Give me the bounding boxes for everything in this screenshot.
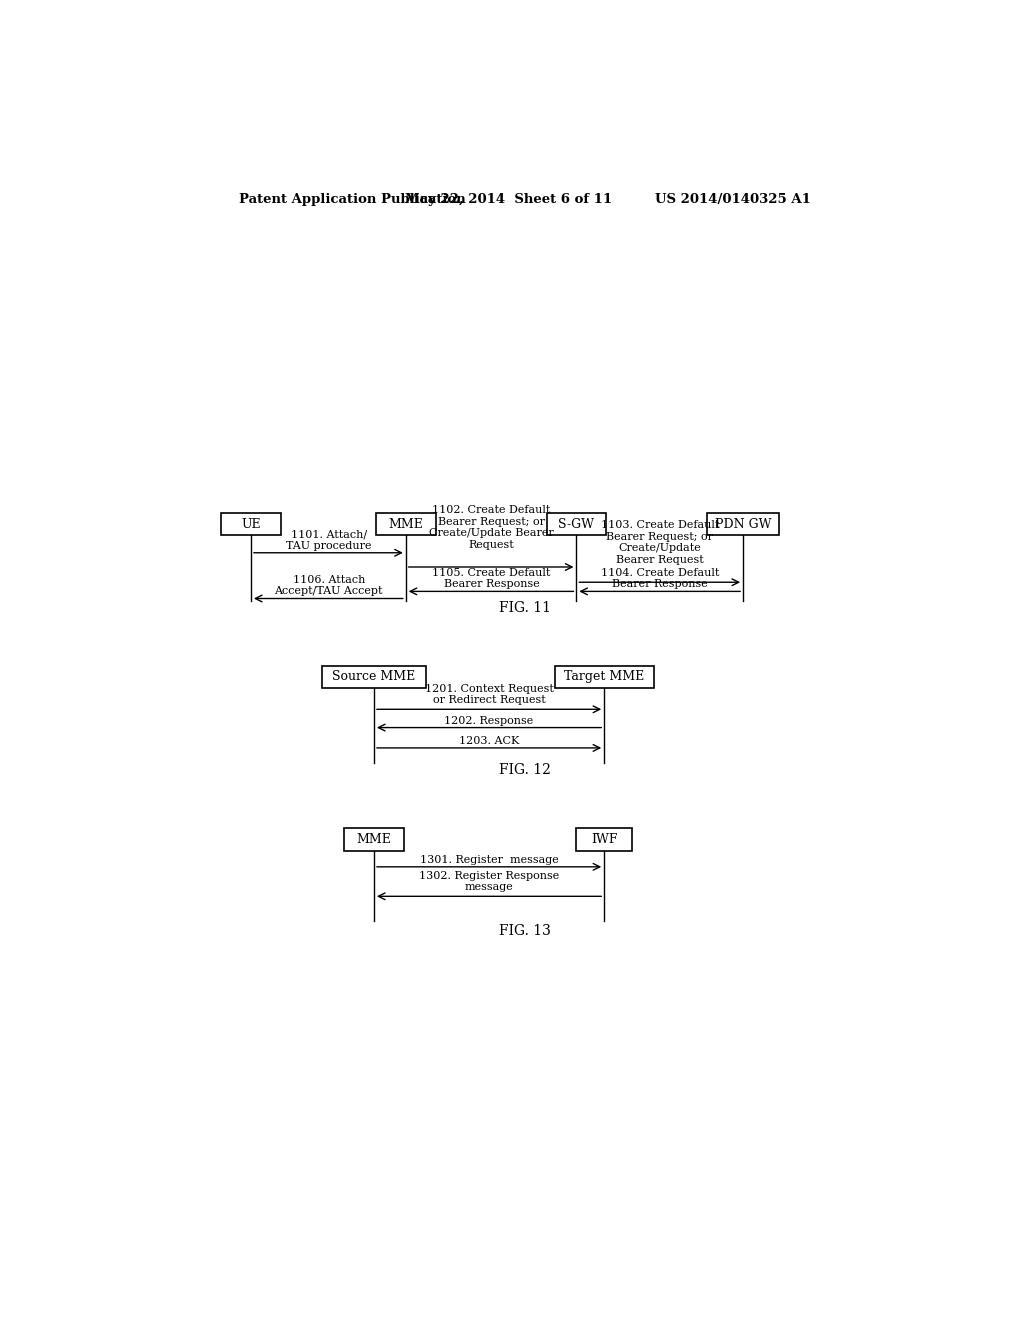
Text: May 22, 2014  Sheet 6 of 11: May 22, 2014 Sheet 6 of 11	[406, 193, 612, 206]
Bar	[547, 513, 606, 536]
Bar	[344, 828, 403, 850]
Text: 1201. Context Request
or Redirect Request: 1201. Context Request or Redirect Reques…	[425, 684, 554, 705]
Text: S-GW: S-GW	[558, 517, 594, 531]
Text: IWF: IWF	[591, 833, 617, 846]
Text: FIG. 12: FIG. 12	[499, 763, 551, 777]
Text: 1104. Create Default
Bearer Response: 1104. Create Default Bearer Response	[600, 568, 719, 589]
Text: US 2014/0140325 A1: US 2014/0140325 A1	[654, 193, 811, 206]
Text: 1301. Register  message: 1301. Register message	[420, 855, 558, 865]
Text: 1102. Create Default
Bearer Request; or
Create/Update Bearer
Request: 1102. Create Default Bearer Request; or …	[429, 506, 554, 549]
Text: 1202. Response: 1202. Response	[444, 715, 534, 726]
Text: 1103. Create Default
Bearer Request; or
Create/Update
Bearer Request: 1103. Create Default Bearer Request; or …	[600, 520, 719, 565]
Bar	[323, 665, 426, 688]
Text: MME: MME	[388, 517, 423, 531]
Bar	[555, 665, 653, 688]
Text: FIG. 13: FIG. 13	[499, 924, 551, 939]
Text: PDN GW: PDN GW	[715, 517, 771, 531]
Text: FIG. 11: FIG. 11	[499, 601, 551, 615]
Text: Target MME: Target MME	[564, 671, 644, 684]
Text: MME: MME	[356, 833, 391, 846]
Bar	[221, 513, 281, 536]
Bar	[577, 828, 632, 850]
Text: 1302. Register Response
message: 1302. Register Response message	[419, 871, 559, 892]
Text: Source MME: Source MME	[333, 671, 416, 684]
Text: UE: UE	[242, 517, 261, 531]
Text: 1203. ACK: 1203. ACK	[459, 735, 519, 746]
Text: Patent Application Publication: Patent Application Publication	[240, 193, 466, 206]
Bar	[708, 513, 778, 536]
Text: 1106. Attach
Accept/TAU Accept: 1106. Attach Accept/TAU Accept	[274, 576, 383, 597]
Bar	[376, 513, 435, 536]
Text: 1101. Attach/
TAU procedure: 1101. Attach/ TAU procedure	[286, 529, 372, 550]
Text: 1105. Create Default
Bearer Response: 1105. Create Default Bearer Response	[432, 568, 551, 589]
